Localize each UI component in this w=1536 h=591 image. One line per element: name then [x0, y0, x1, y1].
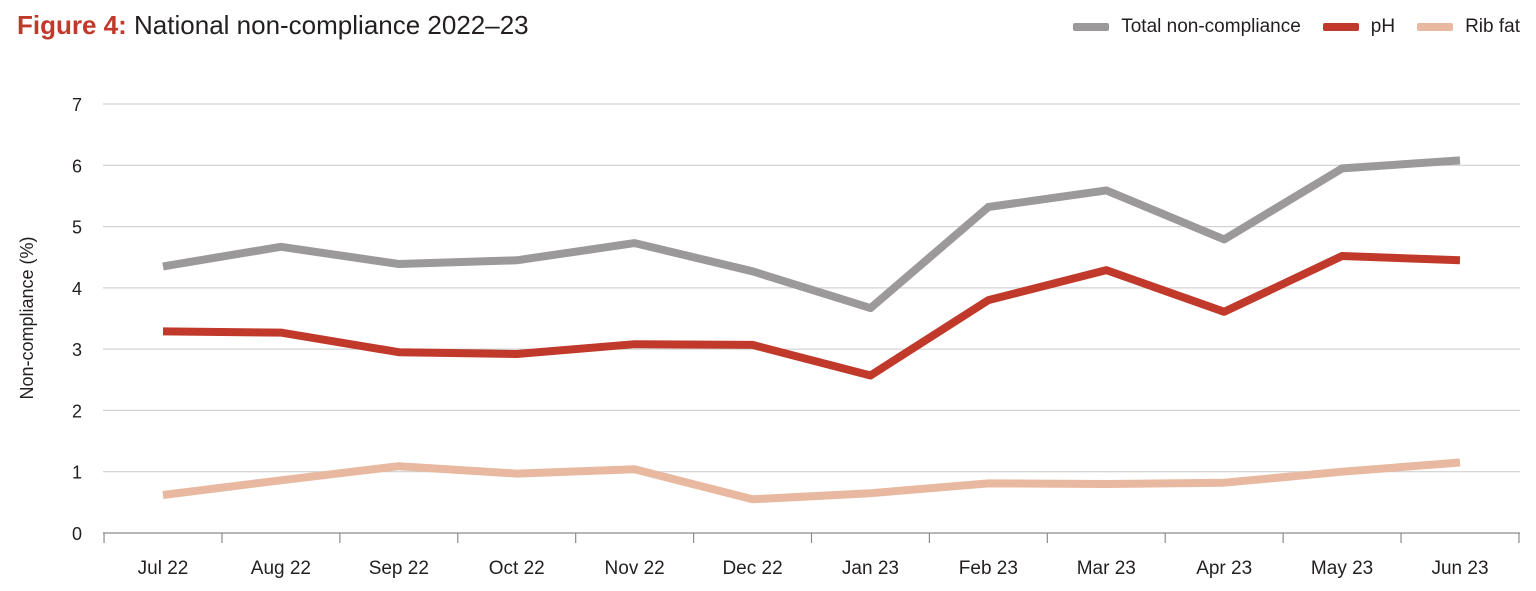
x-tick-label: Nov 22: [605, 558, 665, 579]
legend-label-rib-fat: Rib fat: [1465, 16, 1520, 37]
x-tick-label: Jun 23: [1431, 558, 1488, 579]
figure-label: Figure 4:: [17, 10, 127, 40]
legend-swatch-rib-fat: [1417, 23, 1454, 31]
legend-swatch-ph: [1322, 23, 1359, 31]
x-tick-label: Jul 22: [138, 558, 189, 579]
x-tick-label: May 23: [1311, 558, 1373, 579]
y-axis-label: Non-compliance (%): [17, 236, 37, 399]
x-axis: [103, 532, 1520, 543]
y-tick-label: 2: [72, 401, 82, 421]
legend-item-ph: pH: [1322, 16, 1396, 38]
y-tick-label: 5: [72, 218, 82, 238]
figure-title: Figure 4: National non-compliance 2022–2…: [17, 10, 529, 41]
x-tick-label: Aug 22: [251, 558, 311, 579]
series-lines: [162, 156, 1461, 504]
y-tick-labels: 0 1 2 3 4 5 6 7: [72, 95, 82, 544]
gridlines: [103, 103, 1520, 473]
series-line-total: [162, 156, 1461, 313]
figure-title-text: National non-compliance 2022–23: [134, 10, 529, 40]
chart-legend: Total non-compliance pH Rib fat: [1051, 16, 1520, 38]
x-tick-label: Sep 22: [369, 558, 429, 579]
x-tick-label: Jan 23: [842, 558, 899, 579]
y-tick-label: 6: [72, 156, 82, 176]
y-tick-label: 7: [72, 95, 82, 115]
x-tick-label: Apr 23: [1196, 558, 1252, 579]
legend-label-ph: pH: [1370, 16, 1396, 37]
x-tick-label: Oct 22: [489, 558, 545, 579]
y-tick-label: 1: [72, 463, 82, 483]
series-line-ph: [162, 252, 1461, 380]
y-tick-label: 4: [72, 279, 82, 299]
x-tick-label: Feb 23: [959, 558, 1018, 579]
series-line-rib-fat: [162, 458, 1461, 504]
y-tick-label: 3: [72, 340, 82, 360]
legend-item-rib-fat: Rib fat: [1417, 16, 1520, 38]
legend-swatch-total: [1073, 23, 1110, 31]
x-tick-label: Mar 23: [1077, 558, 1136, 579]
legend-item-total: Total non-compliance: [1073, 16, 1301, 38]
x-tick-labels: Jul 22 Aug 22 Sep 22 Oct 22 Nov 22 Dec 22 Jan …: [138, 558, 1489, 579]
legend-label-total: Total non-compliance: [1121, 16, 1301, 37]
y-tick-label: 0: [72, 524, 82, 544]
x-tick-label: Dec 22: [722, 558, 782, 579]
